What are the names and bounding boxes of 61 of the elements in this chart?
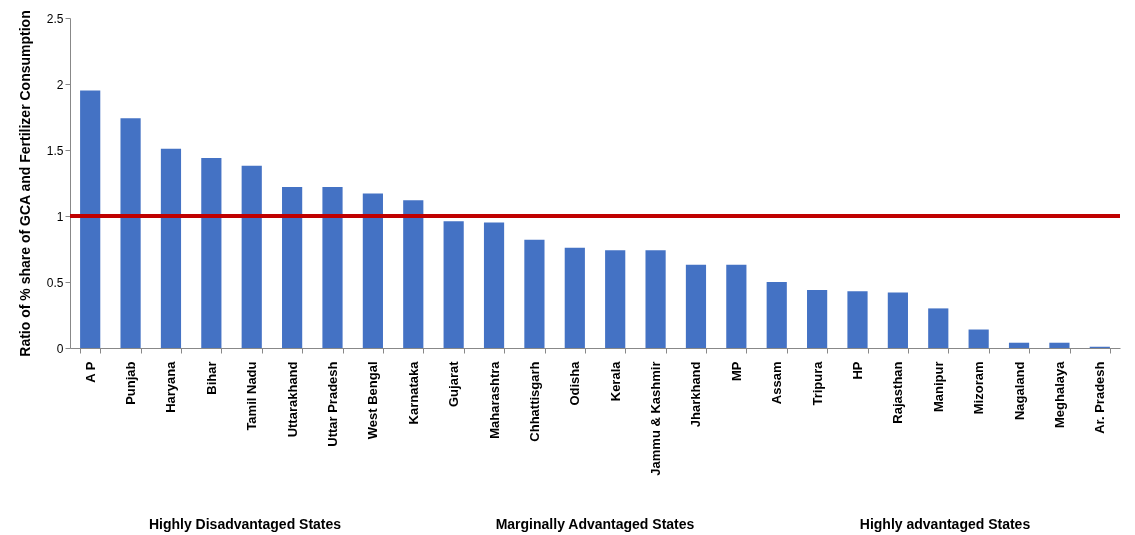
text: Highly Disadvantaged States: [148, 516, 342, 532]
y-tick-label: 0: [56, 341, 64, 356]
bar: [887, 292, 908, 348]
x-tick-label: Uttar Pradesh: [325, 361, 340, 447]
x-tick-label: Uttarakhand: [284, 361, 300, 438]
bar: [685, 264, 707, 348]
x-tick-label: Meghalaya: [1051, 360, 1067, 428]
bar: [524, 239, 545, 348]
bar: [362, 193, 383, 348]
bar: [322, 186, 343, 348]
bar: [564, 247, 585, 348]
bar: [282, 186, 303, 348]
x-tick-label: Odisha: [567, 360, 583, 406]
y-axis-title: Ratio of % share of GCA and Fertilizer Consumption: [16, 10, 33, 357]
bar: [120, 118, 141, 348]
bar: [483, 222, 505, 348]
x-tick-label: Jharkhand: [688, 361, 704, 428]
bar: [605, 250, 626, 348]
x-tick-label: West Bengal: [365, 361, 381, 440]
x-tick-label: Punjab: [123, 361, 139, 405]
x-tick-label: A P: [82, 361, 98, 383]
x-tick-label: Rajasthan: [890, 361, 906, 424]
x-tick-label: Karnataka: [405, 360, 421, 425]
x-tick-label: Chhattisgarh: [526, 361, 542, 442]
x-tick-label: Nagaland: [1011, 361, 1027, 421]
x-tick-label: Tripura: [809, 360, 825, 406]
bar: [645, 250, 666, 348]
bar: [847, 291, 868, 348]
bar: [403, 200, 424, 348]
y-tick-label: 1: [56, 209, 64, 224]
bar: [766, 282, 787, 348]
text: Highly advantaged States: [859, 516, 1031, 532]
x-tick-label: Haryana: [163, 360, 179, 413]
x-tick-label: Gujarat: [446, 360, 462, 408]
bar: [443, 221, 464, 348]
y-tick-label: 0.5: [46, 275, 64, 290]
bar: [160, 148, 182, 348]
x-tick-label: MP: [728, 361, 744, 381]
x-tick-label: Assam: [769, 361, 785, 405]
bar: [1049, 342, 1070, 348]
y-tick-label: 1.5: [46, 143, 64, 158]
x-tick-label: Mizoram: [971, 361, 987, 415]
bar: [928, 308, 949, 348]
x-tick-label: Ar. Pradesh: [1092, 361, 1108, 434]
bar: [968, 329, 989, 348]
bar: [80, 90, 101, 348]
bar: [726, 264, 747, 348]
text: Marginally Advantaged States: [495, 516, 695, 532]
y-tick-label: 2: [56, 77, 64, 92]
bar: [241, 165, 262, 348]
x-tick-label: Tamil Nadu: [244, 361, 260, 431]
bar: [1008, 342, 1030, 348]
x-tick-label: HP: [850, 361, 865, 380]
x-tick-label: Kerala: [607, 360, 623, 402]
x-tick-label: Bihar: [203, 361, 219, 395]
y-tick-label: 2.5: [46, 11, 64, 26]
x-tick-label: Jammu & Kashmir: [648, 361, 664, 476]
x-tick-label: Manipur: [930, 361, 946, 413]
bar: [201, 157, 222, 348]
x-tick-label: Maharashtra: [486, 360, 502, 439]
bar: [807, 289, 828, 348]
